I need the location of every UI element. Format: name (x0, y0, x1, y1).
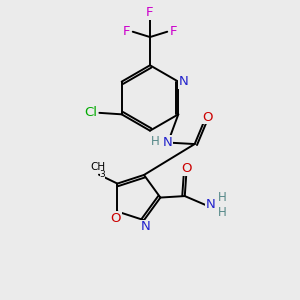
Text: Cl: Cl (84, 106, 97, 119)
Text: H: H (218, 191, 226, 204)
Text: CH: CH (90, 162, 105, 172)
Text: 3: 3 (100, 169, 105, 178)
Text: N: N (163, 136, 173, 149)
Text: H: H (151, 135, 160, 148)
Text: F: F (146, 6, 154, 19)
Text: N: N (141, 220, 150, 233)
Text: F: F (170, 25, 178, 38)
Text: H: H (218, 206, 226, 219)
Text: N: N (206, 198, 216, 211)
Text: N: N (179, 75, 188, 88)
Text: O: O (111, 212, 121, 225)
Text: F: F (122, 25, 130, 38)
Text: O: O (202, 111, 212, 124)
Text: O: O (181, 162, 191, 175)
